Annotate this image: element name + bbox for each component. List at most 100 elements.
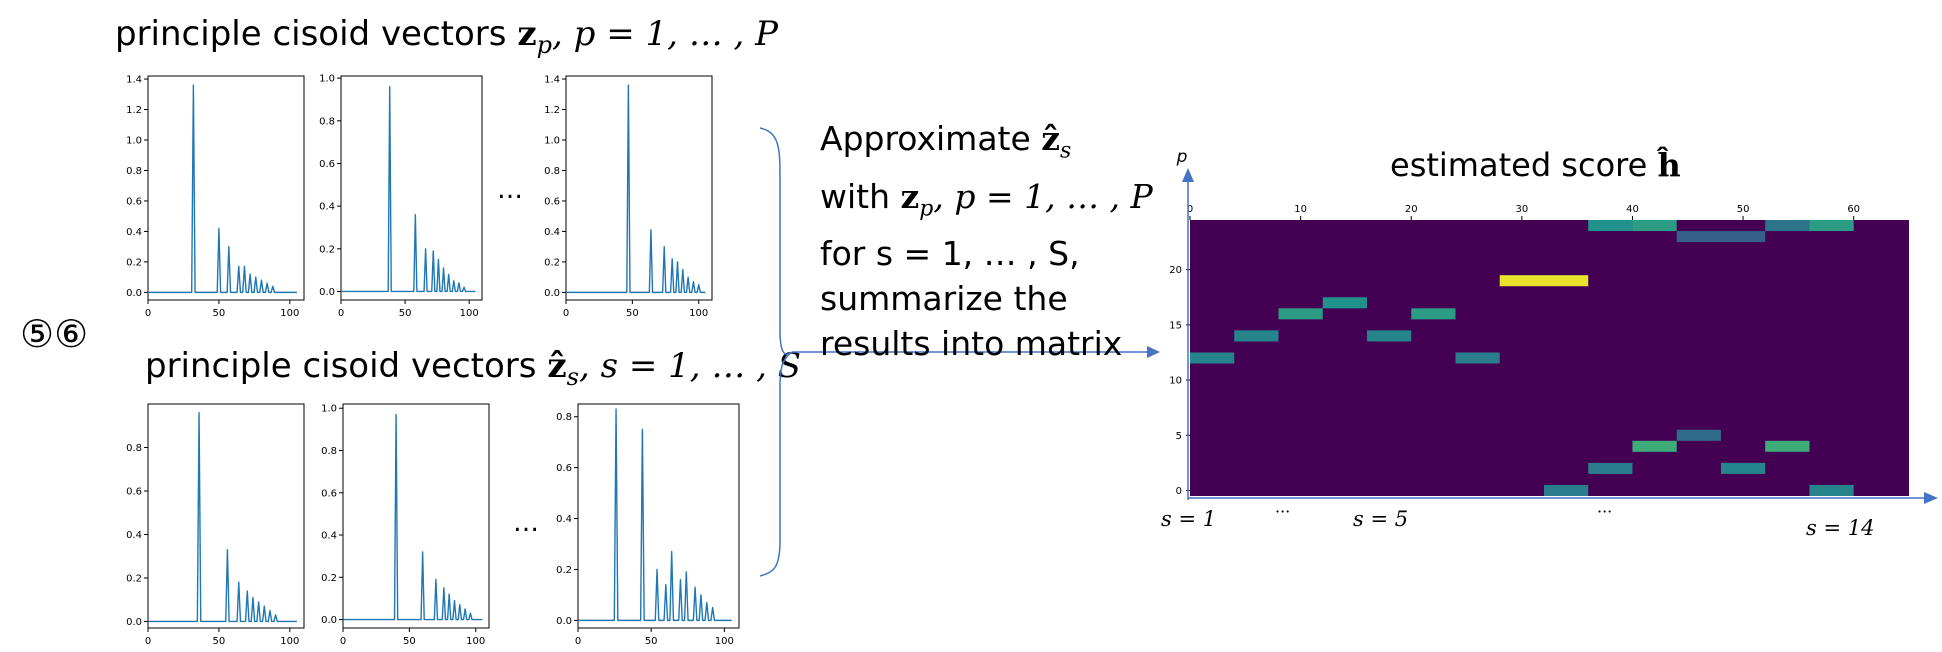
y-tick-label: 1.4 [544, 75, 560, 86]
heatmap-background [1190, 220, 1909, 496]
heatmap-x-tick-label: 50 [1737, 204, 1750, 215]
heatmap-y-tick-label: 15 [1169, 320, 1182, 331]
y-tick-label: 0.0 [126, 617, 142, 628]
series-line [341, 85, 476, 293]
heatmap-x-tick-label: 0 [1187, 204, 1193, 215]
middle-line-1-sub: s [1060, 138, 1072, 164]
heatmap-cell [1278, 308, 1323, 320]
middle-line-1-vector: ẑ [1041, 119, 1061, 158]
plot-frame [342, 403, 490, 629]
bottom-plot-3: 0.0 0.2 0.4 0.6 0.8 0 50 100 [556, 403, 740, 647]
x-tick-label: 0 [338, 308, 344, 319]
score-matrix-title: estimated score ĥ [1390, 146, 1681, 184]
middle-line-4: summarize the [820, 279, 1068, 319]
bottom-title-vector: ẑ [547, 346, 567, 386]
bottom-title-prefix: principle cisoid vectors [145, 346, 548, 386]
y-tick-label: 0.0 [321, 615, 337, 626]
heatmap-y-tick-label: 10 [1169, 376, 1182, 387]
middle-description: Approximate ẑs with zp, p = 1, … , P for… [820, 116, 1153, 366]
top-plot-2: 0.0 0.2 0.4 0.6 0.8 1.0 0 50 100 [319, 74, 483, 319]
s-label-ellipsis-2: ··· [1597, 502, 1613, 521]
x-tick-label: 0 [575, 636, 581, 647]
y-tick-label: 1.4 [126, 75, 142, 86]
heatmap-x-tick-label: 10 [1294, 204, 1307, 215]
heatmap-cell [1234, 330, 1279, 342]
y-tick-label: 0.6 [556, 463, 572, 474]
y-tick-label: 0.0 [556, 616, 572, 627]
heatmap-x-tick-label: 60 [1847, 204, 1860, 215]
s-label-ellipsis-1: ··· [1275, 502, 1291, 521]
y-tick-label: 1.0 [544, 136, 560, 147]
x-tick-label: 50 [213, 308, 226, 319]
y-tick-label: 0.8 [126, 166, 142, 177]
y-tick-label: 0.6 [319, 159, 335, 170]
series-line [578, 408, 732, 622]
x-tick-label: 100 [689, 308, 708, 319]
y-tick-label: 0.6 [544, 196, 560, 207]
x-tick-label: 100 [280, 308, 299, 319]
curly-brace [759, 127, 793, 577]
y-tick-label: 0.8 [321, 446, 337, 457]
connector-arrowhead [1147, 346, 1160, 358]
x-tick-label: 0 [145, 308, 151, 319]
heatmap-cell [1543, 484, 1589, 496]
y-tick-label: 0.4 [544, 227, 560, 238]
score-title-vector: ĥ [1657, 146, 1681, 184]
y-tick-label: 1.2 [126, 105, 142, 116]
s-label-14: s = 14 [1806, 516, 1875, 540]
y-tick-label: 0.0 [544, 288, 560, 299]
top-plot-1: 0.0 0.2 0.4 0.6 0.8 1.0 1.2 1.4 0 50 100 [126, 75, 305, 319]
series-line [148, 411, 297, 623]
series-line [343, 413, 483, 621]
top-section-title: principle cisoid vectors zp, p = 1, … , … [115, 14, 778, 59]
middle-line-2-text: with [820, 176, 901, 216]
top-title-prefix: principle cisoid vectors [115, 14, 518, 54]
y-tick-label: 0.6 [321, 488, 337, 499]
heatmap-cell [1588, 220, 1633, 232]
heatmap-cell [1366, 330, 1412, 342]
step-marker: ⑤⑥ [20, 312, 89, 356]
x-tick-label: 50 [645, 636, 658, 647]
y-tick-label: 1.0 [319, 74, 335, 85]
heatmap-cell [1765, 440, 1810, 452]
y-tick-label: 0.2 [544, 257, 560, 268]
heatmap-cell [1632, 440, 1677, 452]
top-ellipsis: … [497, 175, 523, 205]
y-tick-label: 0.4 [319, 202, 335, 213]
heatmap-cell [1411, 308, 1456, 320]
heatmap-cell [1499, 275, 1589, 287]
heatmap-y-tick-label: 0 [1176, 486, 1182, 497]
plot-frame [565, 75, 713, 301]
x-tick-label: 0 [340, 636, 346, 647]
heatmap-cell [1322, 297, 1367, 309]
middle-line-2-vector: z [900, 176, 920, 216]
x-tick-label: 100 [715, 636, 734, 647]
s-axis-arrowhead [1924, 492, 1938, 504]
y-tick-label: 0.6 [126, 196, 142, 207]
heatmap-cell [1588, 462, 1633, 474]
heatmap-y-tick-label: 5 [1176, 431, 1182, 442]
s-label-5: s = 5 [1353, 507, 1409, 531]
series-line [148, 84, 297, 294]
y-tick-label: 0.2 [556, 565, 572, 576]
heatmap-x-tick-label: 30 [1515, 204, 1528, 215]
p-axis-label: p [1176, 147, 1188, 167]
heatmap-y-tick-label: 20 [1169, 265, 1182, 276]
x-tick-label: 50 [399, 308, 412, 319]
brace-arrow-connector [759, 127, 1160, 577]
middle-line-3: for s = 1, … , S, [820, 234, 1080, 274]
p-axis-arrowhead [1182, 168, 1194, 182]
bottom-section-title: principle cisoid vectors ẑs, s = 1, … , … [145, 346, 801, 391]
x-tick-label: 50 [403, 636, 416, 647]
y-tick-label: 0.2 [319, 244, 335, 255]
heatmap-cell [1190, 352, 1235, 364]
y-tick-label: 0.4 [556, 514, 572, 525]
plot-frame [577, 403, 740, 629]
top-title-subscript: p [536, 30, 552, 59]
score-heatmap: 0 10 20 30 40 50 60 0 5 10 15 20 p [1169, 147, 1938, 504]
y-tick-label: 0.8 [556, 412, 572, 423]
middle-line-2: with zp, p = 1, … , P [820, 174, 1153, 232]
y-tick-label: 0.4 [126, 530, 142, 541]
y-tick-label: 1.0 [321, 404, 337, 415]
heatmap-cell [1676, 231, 1766, 243]
